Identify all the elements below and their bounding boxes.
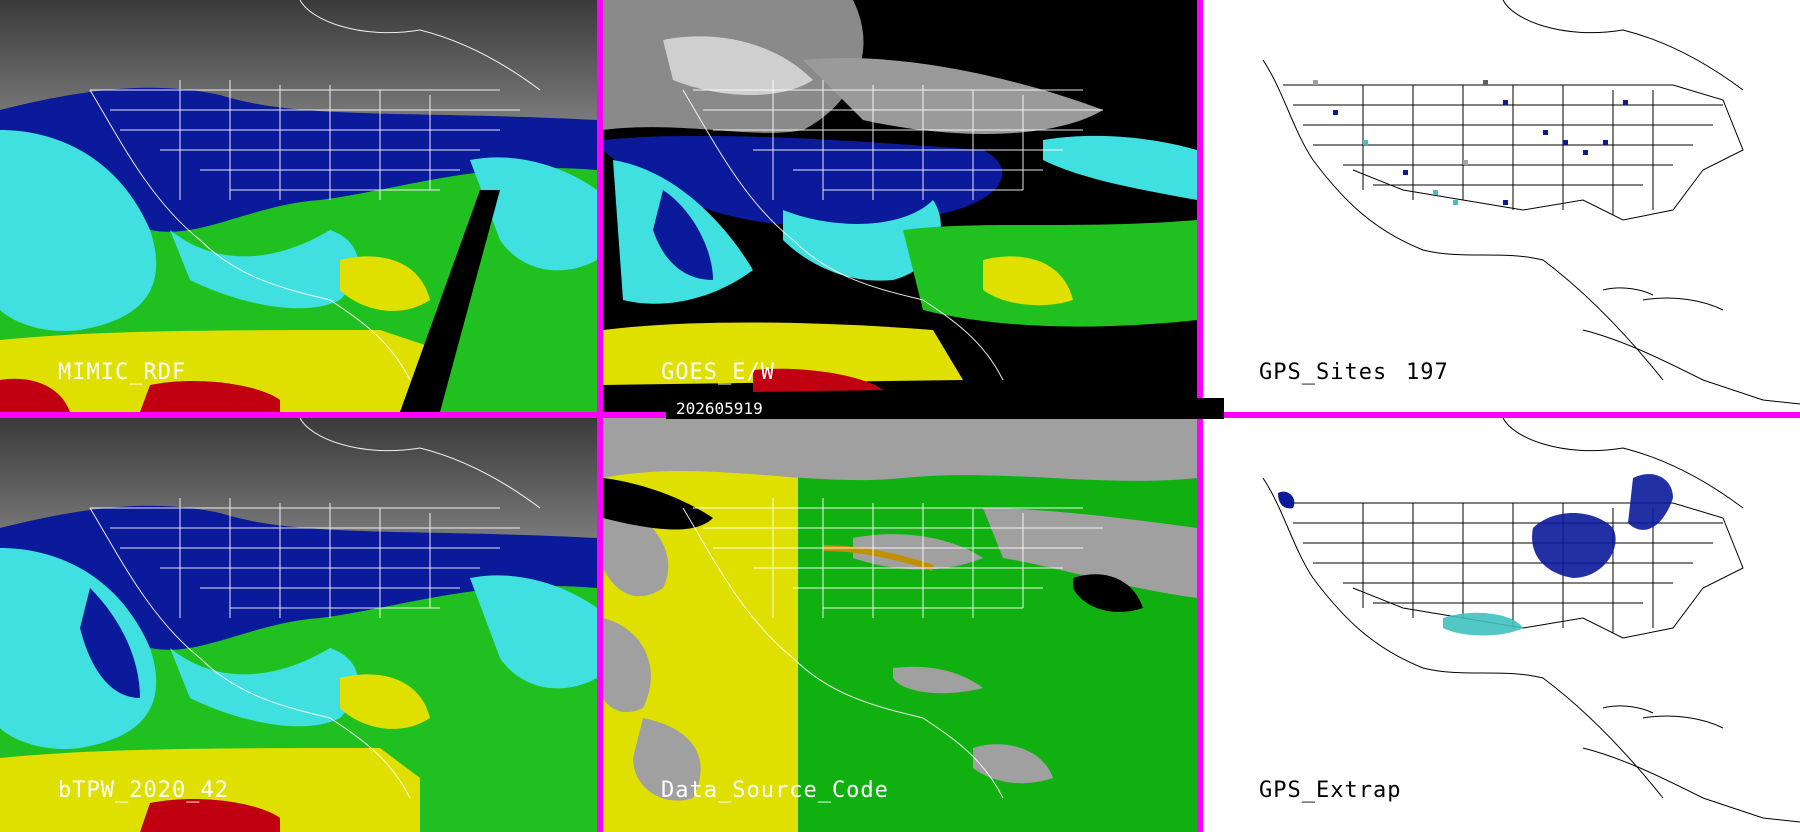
gps-sites-map: [1262, 0, 1800, 405]
panel-data-source-code: Data_Source_Code: [603, 418, 1197, 832]
panel-mimic-rdf: MIMIC_RDF: [0, 0, 597, 412]
panel-label: bTPW_2020_42: [58, 778, 229, 803]
gps-extrap-map: [1262, 418, 1800, 823]
panel-label: MIMIC_RDF: [58, 360, 187, 385]
panel-label: GPS_Sites: [1259, 360, 1388, 385]
panel-label: GOES_E/W: [661, 360, 775, 385]
data-source-map: [603, 418, 1197, 832]
gps-extrap-region-gulf: [1443, 612, 1523, 636]
panel-btpw: bTPW_2020_42: [0, 418, 597, 832]
tpw-map: [0, 0, 597, 412]
gps-extrap-region-northeast: [1628, 474, 1673, 530]
goes-map: [603, 0, 1197, 412]
panel-goes-ew: GOES_E/W: [603, 0, 1197, 412]
gps-site-markers: [1313, 80, 1628, 205]
timestamp-bar: 202605919: [666, 398, 1224, 419]
panel-gps-extrap: GPS_Extrap: [1203, 418, 1800, 832]
panel-label: GPS_Extrap: [1259, 778, 1402, 803]
gps-site-count: 197: [1406, 360, 1449, 385]
btpw-map: [0, 418, 597, 832]
panel-label: Data_Source_Code: [661, 778, 889, 803]
panel-gps-sites: GPS_Sites 197: [1203, 0, 1800, 412]
gps-extrap-region-ohio: [1532, 513, 1616, 578]
